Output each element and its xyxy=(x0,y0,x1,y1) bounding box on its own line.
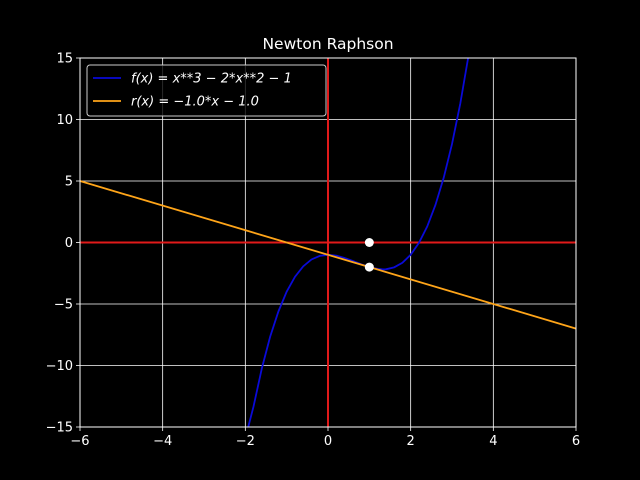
zero-axes xyxy=(80,58,576,427)
x-tick-label: 0 xyxy=(324,434,332,449)
x-tick-label: −2 xyxy=(236,434,255,449)
legend-label: f(x) = x**3 − 2*x**2 − 1 xyxy=(131,72,292,87)
y-tick-label: 5 xyxy=(65,175,73,190)
x-tick-label: −6 xyxy=(70,434,89,449)
legend: f(x) = x**3 − 2*x**2 − 1 r(x) = −1.0*x − … xyxy=(86,64,327,117)
iteration-point-marker xyxy=(364,262,374,272)
legend-label: r(x) = −1.0*x − 1.0 xyxy=(131,95,259,110)
y-tick-label: −5 xyxy=(54,298,73,313)
x-tick-label: 6 xyxy=(572,434,580,449)
y-tick-label: 10 xyxy=(56,113,73,128)
y-tick-label: 15 xyxy=(56,52,73,67)
x-tick-label: 2 xyxy=(407,434,415,449)
iteration-point-marker xyxy=(364,238,374,247)
y-tick-label: −15 xyxy=(46,421,73,436)
legend-box xyxy=(86,64,327,117)
series-layer xyxy=(79,57,577,428)
ticks: −6 −4 −2 0 2 4 6 −15 −10 −5 0 5 10 15 xyxy=(46,52,581,450)
y-tick-label: −10 xyxy=(46,359,73,374)
markers-layer xyxy=(364,238,374,272)
x-tick-label: −4 xyxy=(153,434,172,449)
chart-title: Newton Raphson xyxy=(262,35,393,53)
series-line-1 xyxy=(79,180,577,330)
x-tick-label: 4 xyxy=(489,434,497,449)
y-tick-label: 0 xyxy=(65,236,73,251)
